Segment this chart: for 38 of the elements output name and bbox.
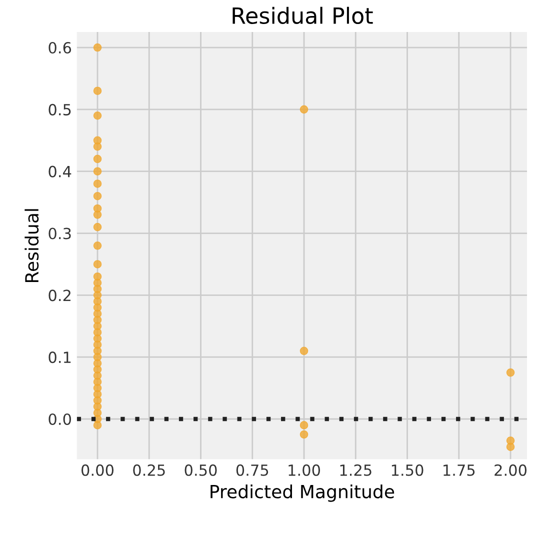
point	[93, 210, 102, 219]
x-tick-label: 1.25	[340, 464, 372, 476]
point	[93, 111, 102, 120]
x-axis-title: Predicted Magnitude	[210, 484, 394, 502]
point	[93, 142, 102, 151]
x-tick-label: 0.00	[82, 464, 114, 476]
point	[93, 43, 102, 52]
point	[506, 442, 515, 452]
point	[300, 421, 308, 430]
y-axis-title: Residual	[24, 209, 39, 282]
point	[300, 346, 308, 356]
point	[93, 192, 102, 200]
x-tick-label: 0.50	[184, 464, 217, 476]
y-tick-label: 0.4	[48, 166, 72, 178]
x-tick-label: 1.00	[288, 464, 320, 476]
y-tick-label: 0.2	[48, 290, 70, 302]
point	[506, 368, 515, 377]
point	[93, 86, 102, 96]
point	[93, 260, 102, 268]
x-tick-label: 0.25	[133, 464, 165, 476]
point	[300, 105, 308, 114]
y-tick-label: 0.1	[48, 352, 71, 364]
point	[93, 421, 102, 430]
y-tick-label: 0.6	[48, 42, 72, 54]
point	[300, 430, 308, 439]
x-tick-label: 2.00	[494, 464, 527, 476]
chart-title: Residual Plot	[232, 6, 373, 24]
x-tick-label: 1.75	[444, 464, 475, 476]
point	[93, 180, 102, 188]
point	[93, 154, 102, 164]
point	[93, 222, 102, 232]
y-tick-label: 0.3	[48, 228, 71, 240]
x-tick-label: 1.50	[392, 464, 424, 476]
y-tick-label: 0.5	[48, 104, 71, 116]
x-tick-label: 0.75	[236, 464, 268, 476]
point	[93, 167, 102, 176]
y-tick-label: 0.0	[48, 413, 71, 426]
point	[93, 241, 102, 250]
